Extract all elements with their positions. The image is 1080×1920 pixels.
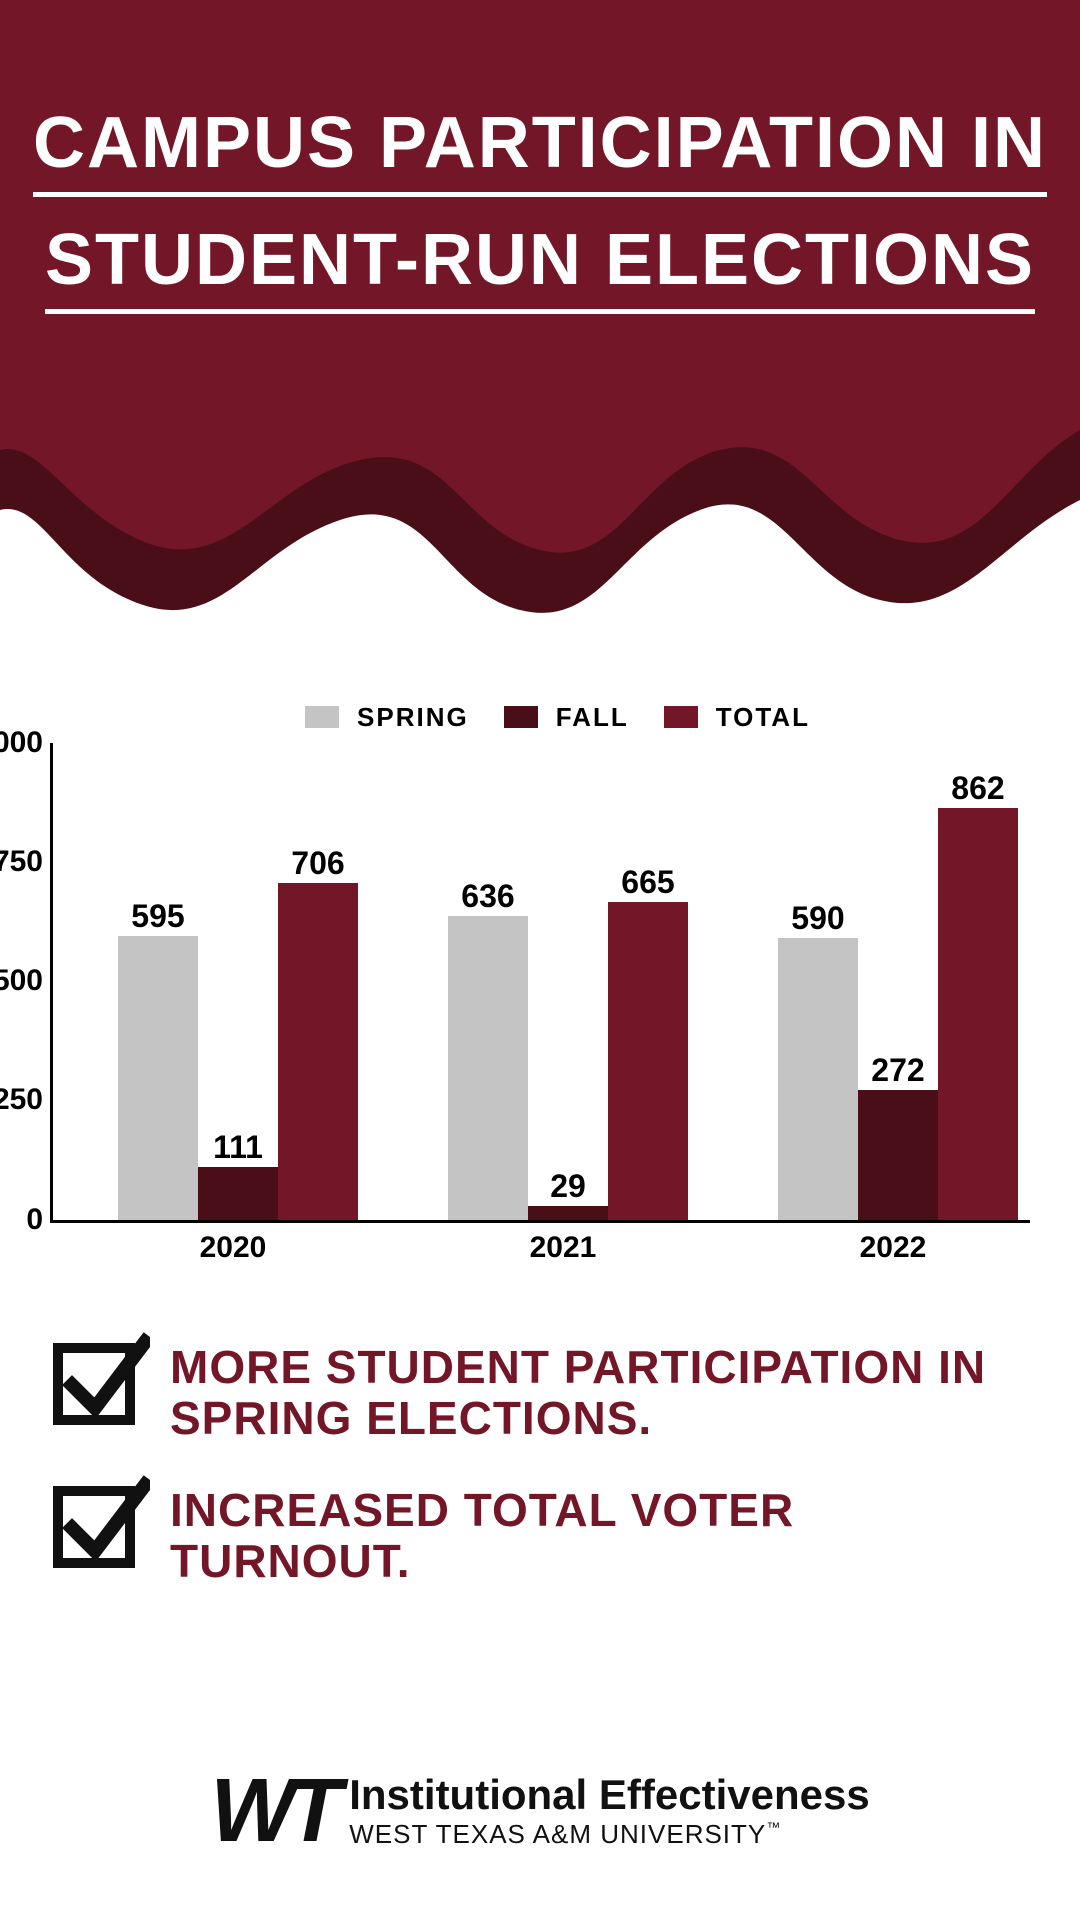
bar-group: 590272862: [773, 808, 1023, 1219]
bar: 862: [938, 808, 1018, 1219]
bar-value-label: 111: [213, 1129, 263, 1166]
page-title: Campus Participation in Student-Run Elec…: [0, 100, 1080, 314]
bar-value-label: 636: [461, 878, 514, 915]
bar: 595: [118, 936, 198, 1220]
title-line-1: Campus Participation in: [33, 100, 1047, 197]
y-axis-label: 500: [0, 964, 43, 998]
bar: 272: [858, 1090, 938, 1220]
bullet-text: More student participation in Spring Ele…: [170, 1330, 1030, 1443]
bar-value-label: 862: [951, 770, 1004, 807]
bar-value-label: 590: [791, 900, 844, 937]
legend-swatch: [305, 706, 339, 728]
legend-label: FALL: [556, 702, 629, 732]
checkmark-icon: [50, 1473, 150, 1578]
footer: WT Institutional Effectiveness WEST TEXA…: [0, 1771, 1080, 1850]
y-axis-label: 250: [0, 1083, 43, 1117]
y-axis-label: 0: [0, 1203, 43, 1237]
x-axis-label: 2021: [530, 1231, 597, 1265]
checkmark-icon: [50, 1330, 150, 1435]
bullet-row: More student participation in Spring Ele…: [50, 1330, 1030, 1443]
bar-group: 595111706: [113, 883, 363, 1220]
bar-value-label: 706: [291, 845, 344, 882]
bar: 706: [278, 883, 358, 1220]
bar-value-label: 665: [621, 864, 674, 901]
legend-swatch: [504, 706, 538, 728]
x-axis-label: 2022: [860, 1231, 927, 1265]
bar: 590: [778, 938, 858, 1219]
bar: 636: [448, 916, 528, 1219]
bar: 111: [198, 1167, 278, 1220]
participation-chart: SPRING FALL TOTAL 02505007501,000595111706…: [50, 700, 1030, 1260]
footer-line-2: WEST TEXAS A&M UNIVERSITY™: [349, 1819, 869, 1850]
y-axis-label: 1,000: [0, 726, 43, 760]
bar-group: 63629665: [443, 902, 693, 1219]
bullet-list: More student participation in Spring Ele…: [50, 1330, 1030, 1616]
x-axis-label: 2020: [200, 1231, 267, 1265]
footer-line-1: Institutional Effectiveness: [349, 1771, 869, 1819]
legend-label: TOTAL: [716, 702, 810, 732]
header-wave-front: [0, 0, 1080, 640]
header-block: Campus Participation in Student-Run Elec…: [0, 0, 1080, 640]
wt-logo: WT: [210, 1775, 334, 1847]
bar-value-label: 272: [871, 1052, 924, 1089]
bullet-row: Increased total voter turnout.: [50, 1473, 1030, 1586]
bullet-text: Increased total voter turnout.: [170, 1473, 1030, 1586]
bar-value-label: 29: [550, 1168, 586, 1205]
bar: 29: [528, 1206, 608, 1220]
legend-label: SPRING: [357, 702, 469, 732]
legend-swatch: [664, 706, 698, 728]
bar-value-label: 595: [131, 898, 184, 935]
bar: 665: [608, 902, 688, 1219]
chart-legend: SPRING FALL TOTAL: [50, 700, 1030, 733]
title-line-2: Student-Run Elections: [45, 217, 1035, 314]
chart-plot: 02505007501,0005951117062020636296652021…: [50, 743, 1030, 1223]
y-axis-label: 750: [0, 845, 43, 879]
